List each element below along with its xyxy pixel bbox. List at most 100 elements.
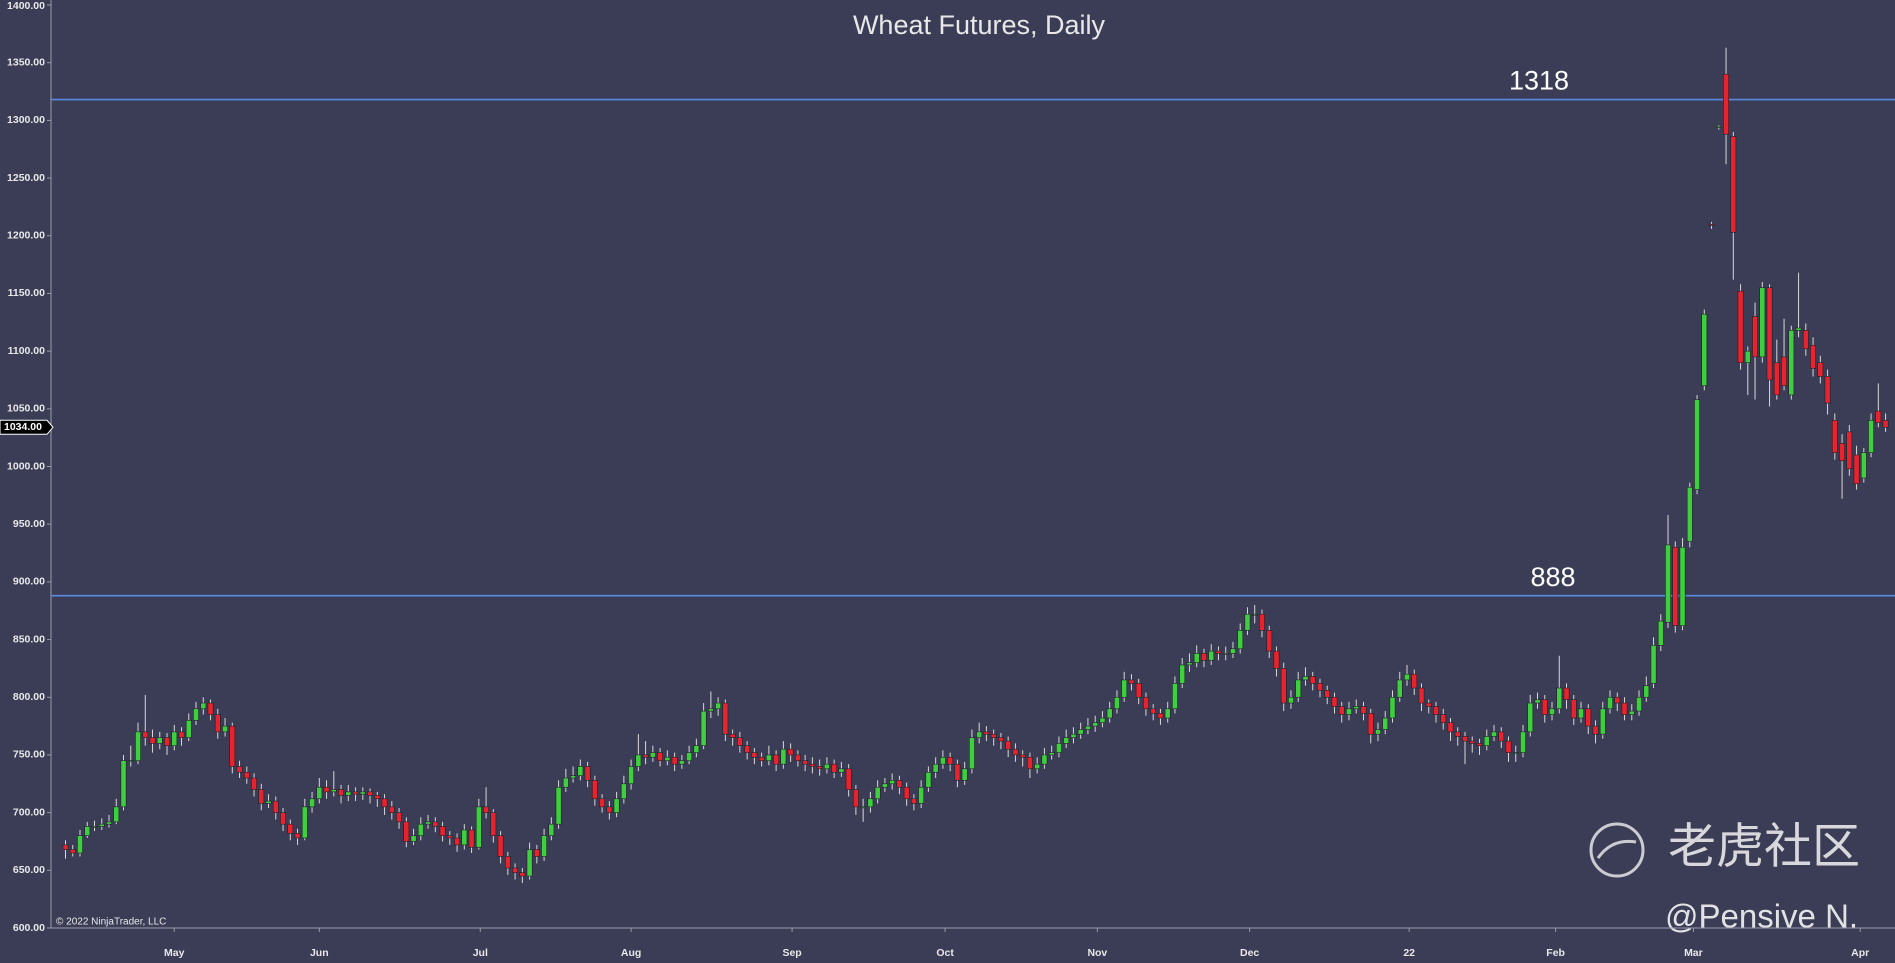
candle-body <box>1157 713 1164 719</box>
candle-body <box>243 771 250 779</box>
candle-body <box>642 754 649 758</box>
candle-body <box>606 806 613 813</box>
candle-body <box>388 806 395 813</box>
x-tick-label: Mar <box>1684 947 1703 959</box>
candle-body <box>1099 717 1106 723</box>
candle-body <box>1614 696 1621 704</box>
y-tick-label: 850.00 <box>13 633 45 645</box>
candle-body <box>1150 708 1157 714</box>
candle-body <box>1222 653 1229 655</box>
candle-body <box>1273 650 1280 669</box>
candle-body <box>976 731 983 738</box>
candle-body <box>1882 420 1889 428</box>
candle-body <box>881 783 888 788</box>
copyright: © 2022 NinjaTrader, LLC <box>56 917 166 928</box>
candle-body <box>338 789 344 796</box>
candle-body <box>185 720 192 738</box>
candle-body <box>1201 653 1207 661</box>
candle-body <box>207 702 214 715</box>
candle-body <box>1433 706 1439 715</box>
watermark-logo <box>1589 822 1645 878</box>
candle-body <box>918 786 925 804</box>
last-price-marker <box>0 419 54 435</box>
candle-body <box>1512 752 1519 754</box>
candle-body <box>1179 664 1186 684</box>
candle-body <box>990 733 997 738</box>
candle-body <box>562 777 569 788</box>
candle-body <box>620 783 627 800</box>
candle-body <box>272 800 279 813</box>
candle-body <box>1483 736 1490 747</box>
candle-body <box>1034 763 1041 770</box>
candle-body <box>809 763 816 767</box>
candle-body <box>1005 740 1012 750</box>
candle-body <box>135 731 141 762</box>
candle-body <box>1164 708 1171 719</box>
candle-body <box>1085 725 1091 730</box>
candle-body <box>214 714 221 733</box>
candle-body <box>1237 630 1244 650</box>
candle-body <box>1737 290 1744 363</box>
candle-body <box>1860 452 1867 479</box>
candle-body <box>925 771 932 788</box>
candle-body <box>1331 696 1338 707</box>
candle-body <box>664 756 671 762</box>
candle-body <box>142 731 149 738</box>
candle-body <box>1288 696 1294 704</box>
candle-body <box>454 837 460 846</box>
candle-body <box>1650 645 1657 684</box>
candle-body <box>1251 613 1258 616</box>
candle-body <box>1853 454 1860 485</box>
candle-body <box>1346 708 1352 715</box>
candle-body <box>1607 696 1613 710</box>
candle-body <box>1592 725 1599 735</box>
candle-body <box>939 756 946 765</box>
y-tick-label: 1100.00 <box>8 345 46 357</box>
candle-body <box>1556 687 1563 710</box>
candle-body <box>845 768 852 790</box>
candle-body <box>707 708 714 712</box>
candle-body <box>787 748 794 756</box>
candle-body <box>1469 740 1476 744</box>
watermark-site: 老虎社区 <box>1668 821 1860 874</box>
candle-body <box>1338 706 1345 715</box>
candle-body <box>461 829 468 846</box>
candle-body <box>1643 685 1650 698</box>
x-tick-label: Jul <box>473 947 488 959</box>
candle-body <box>1056 743 1062 753</box>
candle-body <box>533 849 540 857</box>
candle-body <box>1802 330 1809 350</box>
candle-body <box>1636 696 1642 712</box>
candle-body <box>591 780 598 800</box>
y-tick-label: 1400.00 <box>7 0 45 12</box>
candle-body <box>1114 696 1120 710</box>
candle-body <box>1106 708 1113 719</box>
x-tick-label: Nov <box>1087 947 1107 959</box>
candle-body <box>1817 362 1824 377</box>
candle-body <box>599 798 606 808</box>
candle-body <box>867 798 874 808</box>
candle-body <box>635 754 642 767</box>
candle-body <box>171 731 178 747</box>
candle-body <box>838 768 845 773</box>
candle-body <box>649 752 656 758</box>
y-tick-label: 1200.00 <box>7 230 45 242</box>
candle-body <box>1694 399 1700 490</box>
candle-body <box>874 786 881 800</box>
candle-body <box>1396 679 1403 698</box>
candle-body <box>613 798 620 813</box>
candle-body <box>686 752 693 762</box>
candle-body <box>1795 327 1802 331</box>
y-tick-label: 1250.00 <box>7 172 45 184</box>
candle-body <box>983 731 990 735</box>
candle-body <box>403 821 410 842</box>
candle-body <box>77 835 83 854</box>
y-tick-label: 800.00 <box>13 691 45 703</box>
candle-body <box>729 733 736 738</box>
candle-body <box>417 823 424 836</box>
candle-body <box>178 731 185 738</box>
candle-body <box>722 702 729 735</box>
candle-body <box>1404 673 1410 681</box>
candle-body <box>1744 350 1751 363</box>
candle-body <box>1135 683 1142 698</box>
